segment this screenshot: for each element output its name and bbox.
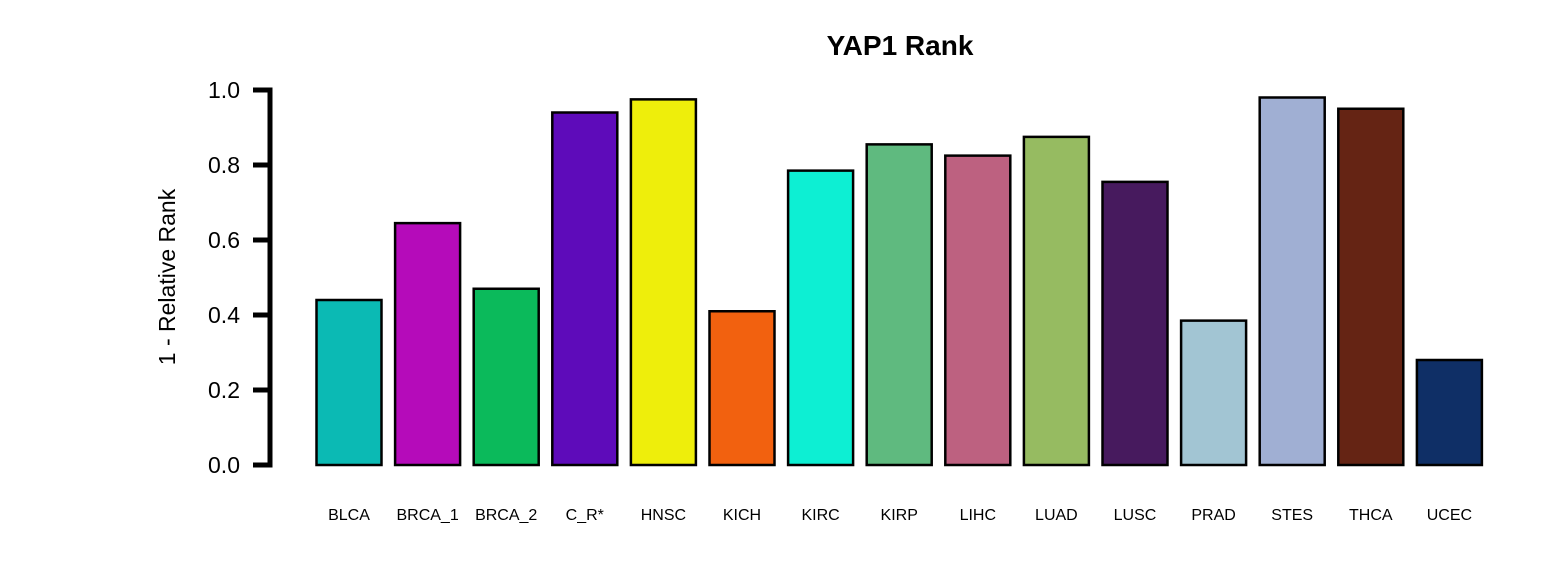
y-tick-label: 0.6 (208, 227, 240, 253)
x-tick-label: PRAD (1191, 507, 1235, 524)
x-tick-label: KICH (723, 507, 761, 524)
x-axis-labels: BLCA BRCA_1 BRCA_2 C_R* HNSC KICH KIRC KIRP LIHC… (328, 507, 1472, 524)
bar-brca-1 (393, 221, 462, 467)
y-tick-label: 0.8 (208, 152, 240, 178)
x-tick-label: LIHC (960, 507, 996, 524)
x-tick-label: KIRP (881, 507, 918, 524)
bar-ucec (1415, 358, 1484, 467)
x-tick-label: STES (1271, 507, 1313, 524)
y-tick-label: 0.0 (208, 452, 240, 478)
y-axis: 0.0 0.2 0.4 0.6 0.8 1.0 (208, 77, 273, 478)
y-tick-label: 0.2 (208, 377, 240, 403)
bar-stes (1258, 96, 1326, 467)
x-tick-label: LUAD (1035, 507, 1078, 524)
y-tick-label: 0.4 (208, 302, 240, 328)
bar-lusc (1101, 180, 1169, 467)
x-tick-label: BRCA_2 (475, 507, 537, 524)
bar-kirp (865, 143, 933, 467)
y-tick-label: 1.0 (208, 77, 240, 103)
bar-luad (1022, 135, 1091, 467)
x-tick-label: C_R* (566, 507, 604, 524)
bar-blca (315, 298, 383, 467)
bar-kirc (786, 169, 855, 467)
bar-thca (1337, 107, 1405, 467)
x-tick-label: BRCA_1 (396, 507, 458, 524)
bar-c-r (551, 111, 619, 467)
bar-hnsc (629, 98, 698, 467)
x-tick-label: KIRC (801, 507, 839, 524)
x-tick-label: LUSC (1114, 507, 1157, 524)
bars (315, 96, 1484, 467)
x-tick-label: BLCA (328, 507, 370, 524)
y-axis-label: 1 - Relative Rank (154, 188, 180, 365)
bar-kich (708, 310, 776, 467)
x-tick-label: THCA (1349, 507, 1393, 524)
bar-lihc (944, 154, 1012, 467)
x-tick-label: UCEC (1427, 507, 1472, 524)
bar-prad (1179, 319, 1248, 467)
chart-title: YAP1 Rank (827, 30, 974, 61)
x-tick-label: HNSC (641, 507, 686, 524)
bar-brca-2 (472, 287, 540, 467)
